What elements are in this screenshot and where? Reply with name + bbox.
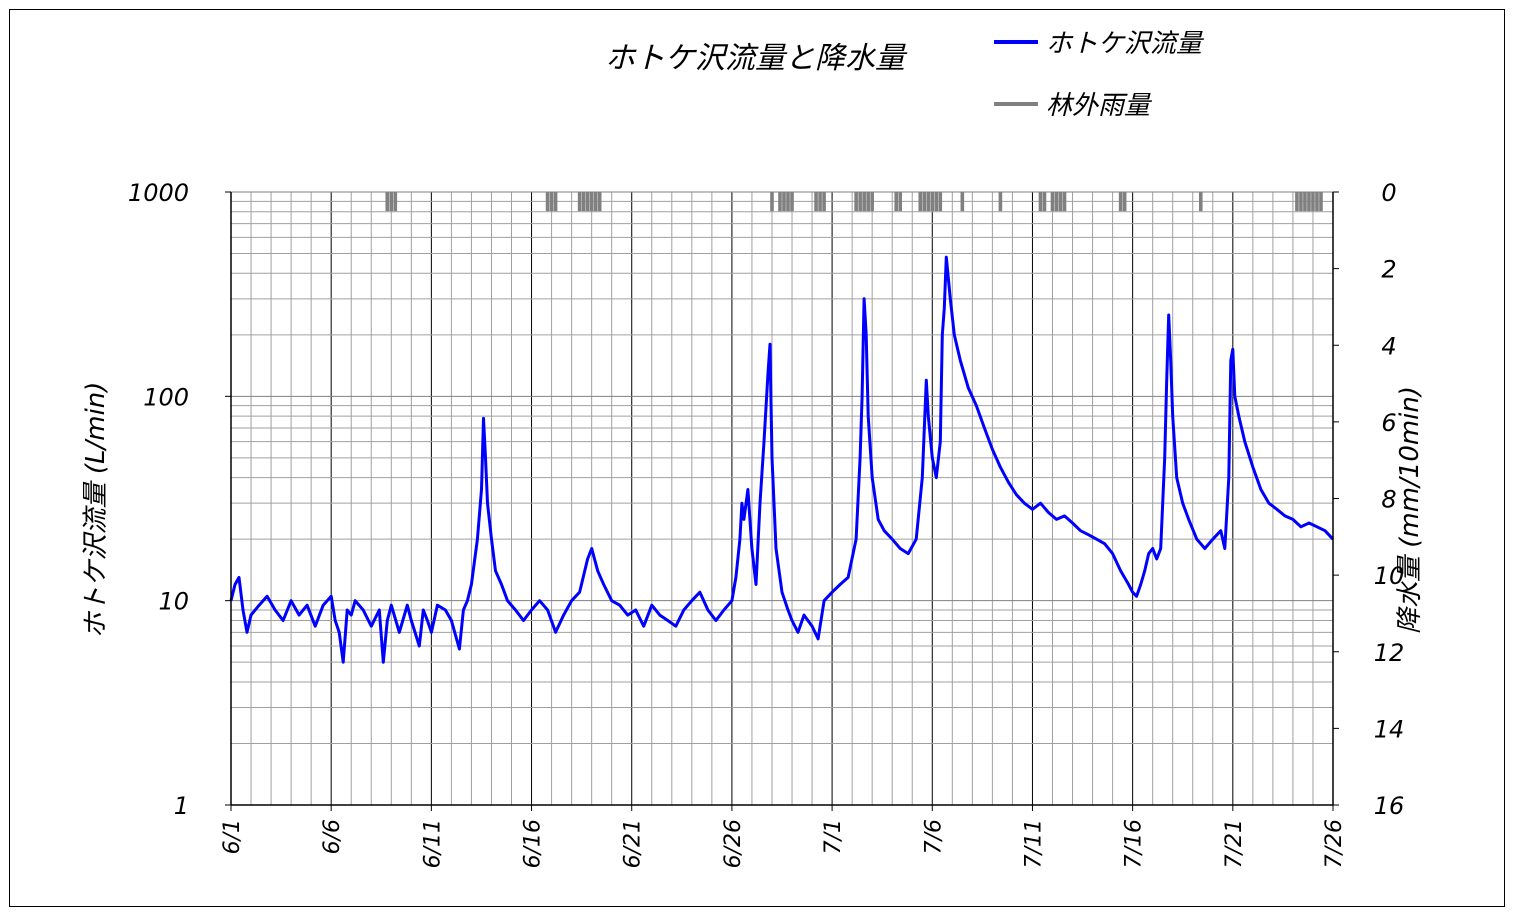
rain-bar xyxy=(1042,192,1047,212)
rain-bar xyxy=(593,192,598,212)
x-tick-label: 7/26 xyxy=(1322,819,1347,868)
x-tick-label: 6/26 xyxy=(721,819,746,868)
y-right-tick-label: 14 xyxy=(1374,715,1405,743)
x-tick-label: 7/21 xyxy=(1222,819,1247,868)
y-left-tick-label: 100 xyxy=(143,383,189,411)
rain-bar xyxy=(1319,192,1323,212)
y-right-label: 降水量 (mm/10min) xyxy=(1395,386,1425,634)
rain-bar xyxy=(1198,192,1203,212)
x-tick-label: 7/6 xyxy=(921,819,946,854)
y-right-tick-label: 10 xyxy=(1374,562,1405,590)
y-left-tick-label: 1 xyxy=(174,792,189,820)
rain-bar xyxy=(1118,192,1123,212)
rain-bar xyxy=(822,192,826,212)
rain-bar xyxy=(930,192,935,212)
legend: ホトケ沢流量 林外雨量 xyxy=(994,29,1205,121)
rain-bar xyxy=(814,192,818,212)
flow-series xyxy=(229,255,1335,664)
rain-bar xyxy=(926,192,931,212)
chart-frame xyxy=(9,9,1505,907)
legend-label-rain: 林外雨量 xyxy=(1046,91,1153,121)
x-tick-label: 7/1 xyxy=(821,819,846,854)
rain-bar xyxy=(1038,192,1043,212)
rain-bar xyxy=(918,192,923,212)
flow-line xyxy=(229,255,1335,664)
x-tick-label: 6/1 xyxy=(220,819,245,854)
rain-bar xyxy=(581,192,586,212)
rain-bar xyxy=(1311,192,1315,212)
y-left-tick-label: 10 xyxy=(158,588,189,616)
rain-bar xyxy=(1062,192,1067,212)
x-tick-label: 7/11 xyxy=(1021,819,1046,868)
legend-label-flow: ホトケ沢流量 xyxy=(1046,29,1205,59)
y-right-tick-label: 12 xyxy=(1374,639,1405,667)
y-right-tick-label: 2 xyxy=(1381,256,1396,284)
rain-bar xyxy=(870,192,874,212)
y-right-tick-label: 4 xyxy=(1381,332,1396,360)
y-right-tick-label: 0 xyxy=(1381,179,1396,207)
rain-bar xyxy=(589,192,594,212)
rain-bar xyxy=(922,192,927,212)
rain-bar xyxy=(549,192,554,212)
y-right-tick-label: 8 xyxy=(1381,486,1396,514)
rain-bar xyxy=(553,192,558,212)
rain-bars xyxy=(385,192,1323,212)
rain-bar xyxy=(1315,192,1319,212)
rain-bar xyxy=(585,192,590,212)
x-tick-label: 6/16 xyxy=(521,819,546,868)
y-left-tick-label: 1000 xyxy=(128,179,189,207)
rain-bar xyxy=(854,192,858,212)
rain-bar xyxy=(862,192,866,212)
rain-bar xyxy=(858,192,862,212)
rain-bar xyxy=(393,192,398,212)
chart-title: ホトケ沢流量と降水量 xyxy=(605,41,908,76)
rain-bar xyxy=(1054,192,1059,212)
rain-bar xyxy=(894,192,899,212)
rain-bar xyxy=(577,192,582,212)
x-tick-label: 6/11 xyxy=(420,819,445,868)
rain-bar xyxy=(898,192,903,212)
rain-bar xyxy=(778,192,782,212)
x-tick-label: 7/16 xyxy=(1122,819,1147,868)
rain-bar xyxy=(1299,192,1303,212)
rain-bar xyxy=(960,192,965,212)
rain-bar xyxy=(389,192,394,212)
y-left-label: ホトケ沢流量 (L/min) xyxy=(81,382,111,639)
grid xyxy=(230,191,1334,806)
rain-bar xyxy=(545,192,550,212)
rain-bar xyxy=(1307,192,1311,212)
rain-bar xyxy=(786,192,790,212)
x-tick-label: 6/21 xyxy=(621,819,646,868)
rain-bar xyxy=(385,192,390,212)
rain-bar xyxy=(866,192,870,212)
y-right-tick-label: 16 xyxy=(1374,792,1405,820)
rain-bar xyxy=(790,192,794,212)
rain-bar xyxy=(1058,192,1063,212)
rain-bar xyxy=(1295,192,1299,212)
rain-bar xyxy=(1122,192,1127,212)
rain-bar xyxy=(818,192,822,212)
rain-bar xyxy=(934,192,939,212)
rain-bar xyxy=(597,192,602,212)
rain-bar xyxy=(1050,192,1055,212)
rain-bar xyxy=(998,192,1003,212)
y-right-tick-label: 6 xyxy=(1381,409,1396,437)
rain-bar xyxy=(782,192,786,212)
rain-bar xyxy=(1303,192,1307,212)
rain-bar xyxy=(770,192,774,212)
axes: 1 10 100 1000 0 2 4 6 8 10 12 14 16 6/1 6/6 6/11 6/16 6/2… xyxy=(128,179,1404,868)
x-tick-label: 6/6 xyxy=(320,819,345,854)
rain-bar xyxy=(938,192,943,212)
